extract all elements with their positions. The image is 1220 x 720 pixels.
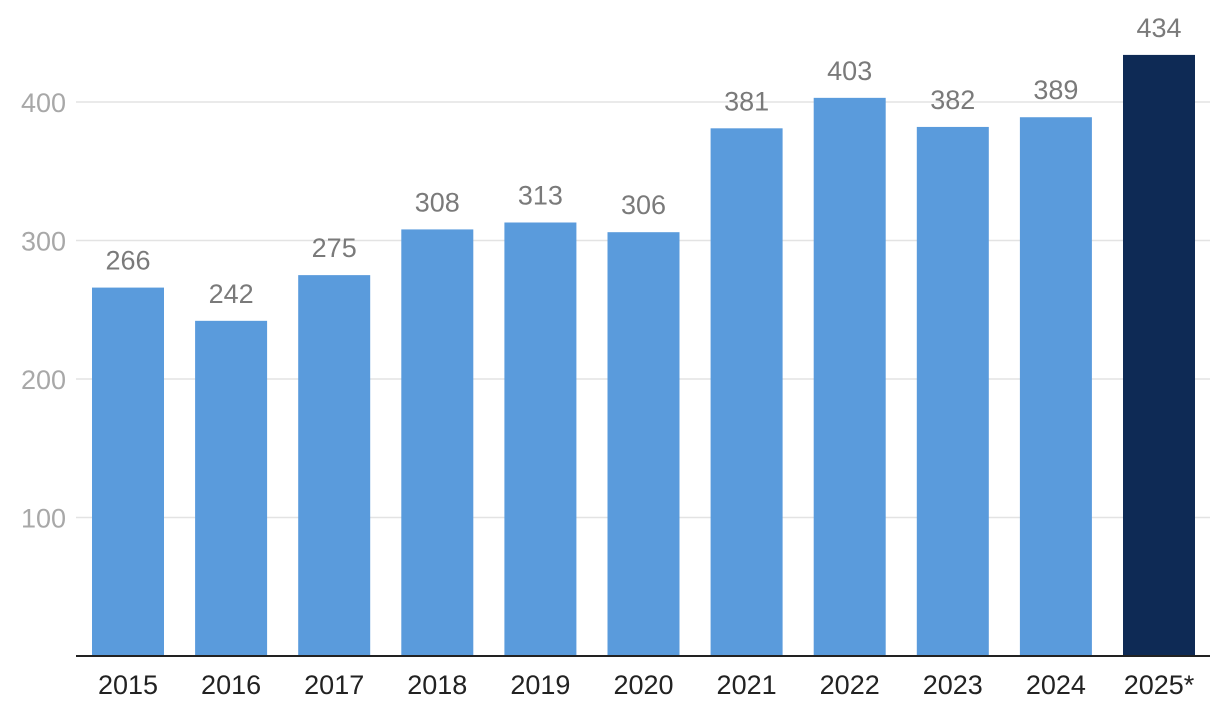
data-label: 389 — [1033, 75, 1078, 105]
bar-2015 — [92, 287, 164, 656]
x-tick-label: 2018 — [407, 670, 467, 700]
data-label: 403 — [827, 56, 872, 86]
y-tick-label: 200 — [21, 365, 66, 395]
data-label: 381 — [724, 86, 769, 116]
x-tick-label: 2017 — [304, 670, 364, 700]
bar-2020 — [607, 232, 680, 656]
x-tick-label: 2020 — [613, 670, 673, 700]
data-label: 313 — [518, 180, 563, 210]
bar-2025 — [1123, 54, 1195, 657]
data-label: 266 — [105, 246, 150, 276]
y-axis: 100 200 300 400 — [21, 88, 66, 534]
x-tick-label: 2022 — [820, 670, 880, 700]
bar-2016 — [195, 320, 268, 656]
bar-2024 — [1019, 117, 1092, 657]
data-labels: 266 242 275 308 313 306 381 403 382 389 434 — [105, 13, 1181, 309]
data-label: 308 — [415, 187, 460, 217]
x-tick-label: 2016 — [201, 670, 261, 700]
x-tick-label: 2015 — [98, 670, 158, 700]
y-tick-label: 400 — [21, 88, 66, 118]
bar-2022 — [813, 97, 886, 657]
bar-2019 — [504, 222, 577, 656]
x-tick-label: 2023 — [923, 670, 983, 700]
x-tick-label: 2024 — [1026, 670, 1086, 700]
data-label: 434 — [1136, 13, 1181, 43]
bar-2021 — [710, 128, 783, 656]
bar-2018 — [401, 229, 474, 657]
x-tick-label: 2019 — [510, 670, 570, 700]
y-tick-label: 300 — [21, 227, 66, 257]
x-tick-label: 2025* — [1124, 670, 1195, 700]
bar-2017 — [298, 275, 371, 656]
x-tick-label: 2021 — [717, 670, 777, 700]
data-label: 382 — [930, 85, 975, 115]
data-label: 242 — [209, 279, 254, 309]
bars — [92, 54, 1195, 657]
data-label: 275 — [312, 233, 357, 263]
bar-2023 — [916, 126, 989, 657]
y-tick-label: 100 — [21, 504, 66, 534]
data-label: 306 — [621, 190, 666, 220]
x-axis: 2015 2016 2017 2018 2019 2020 2021 2022 2023 2024… — [98, 670, 1195, 700]
